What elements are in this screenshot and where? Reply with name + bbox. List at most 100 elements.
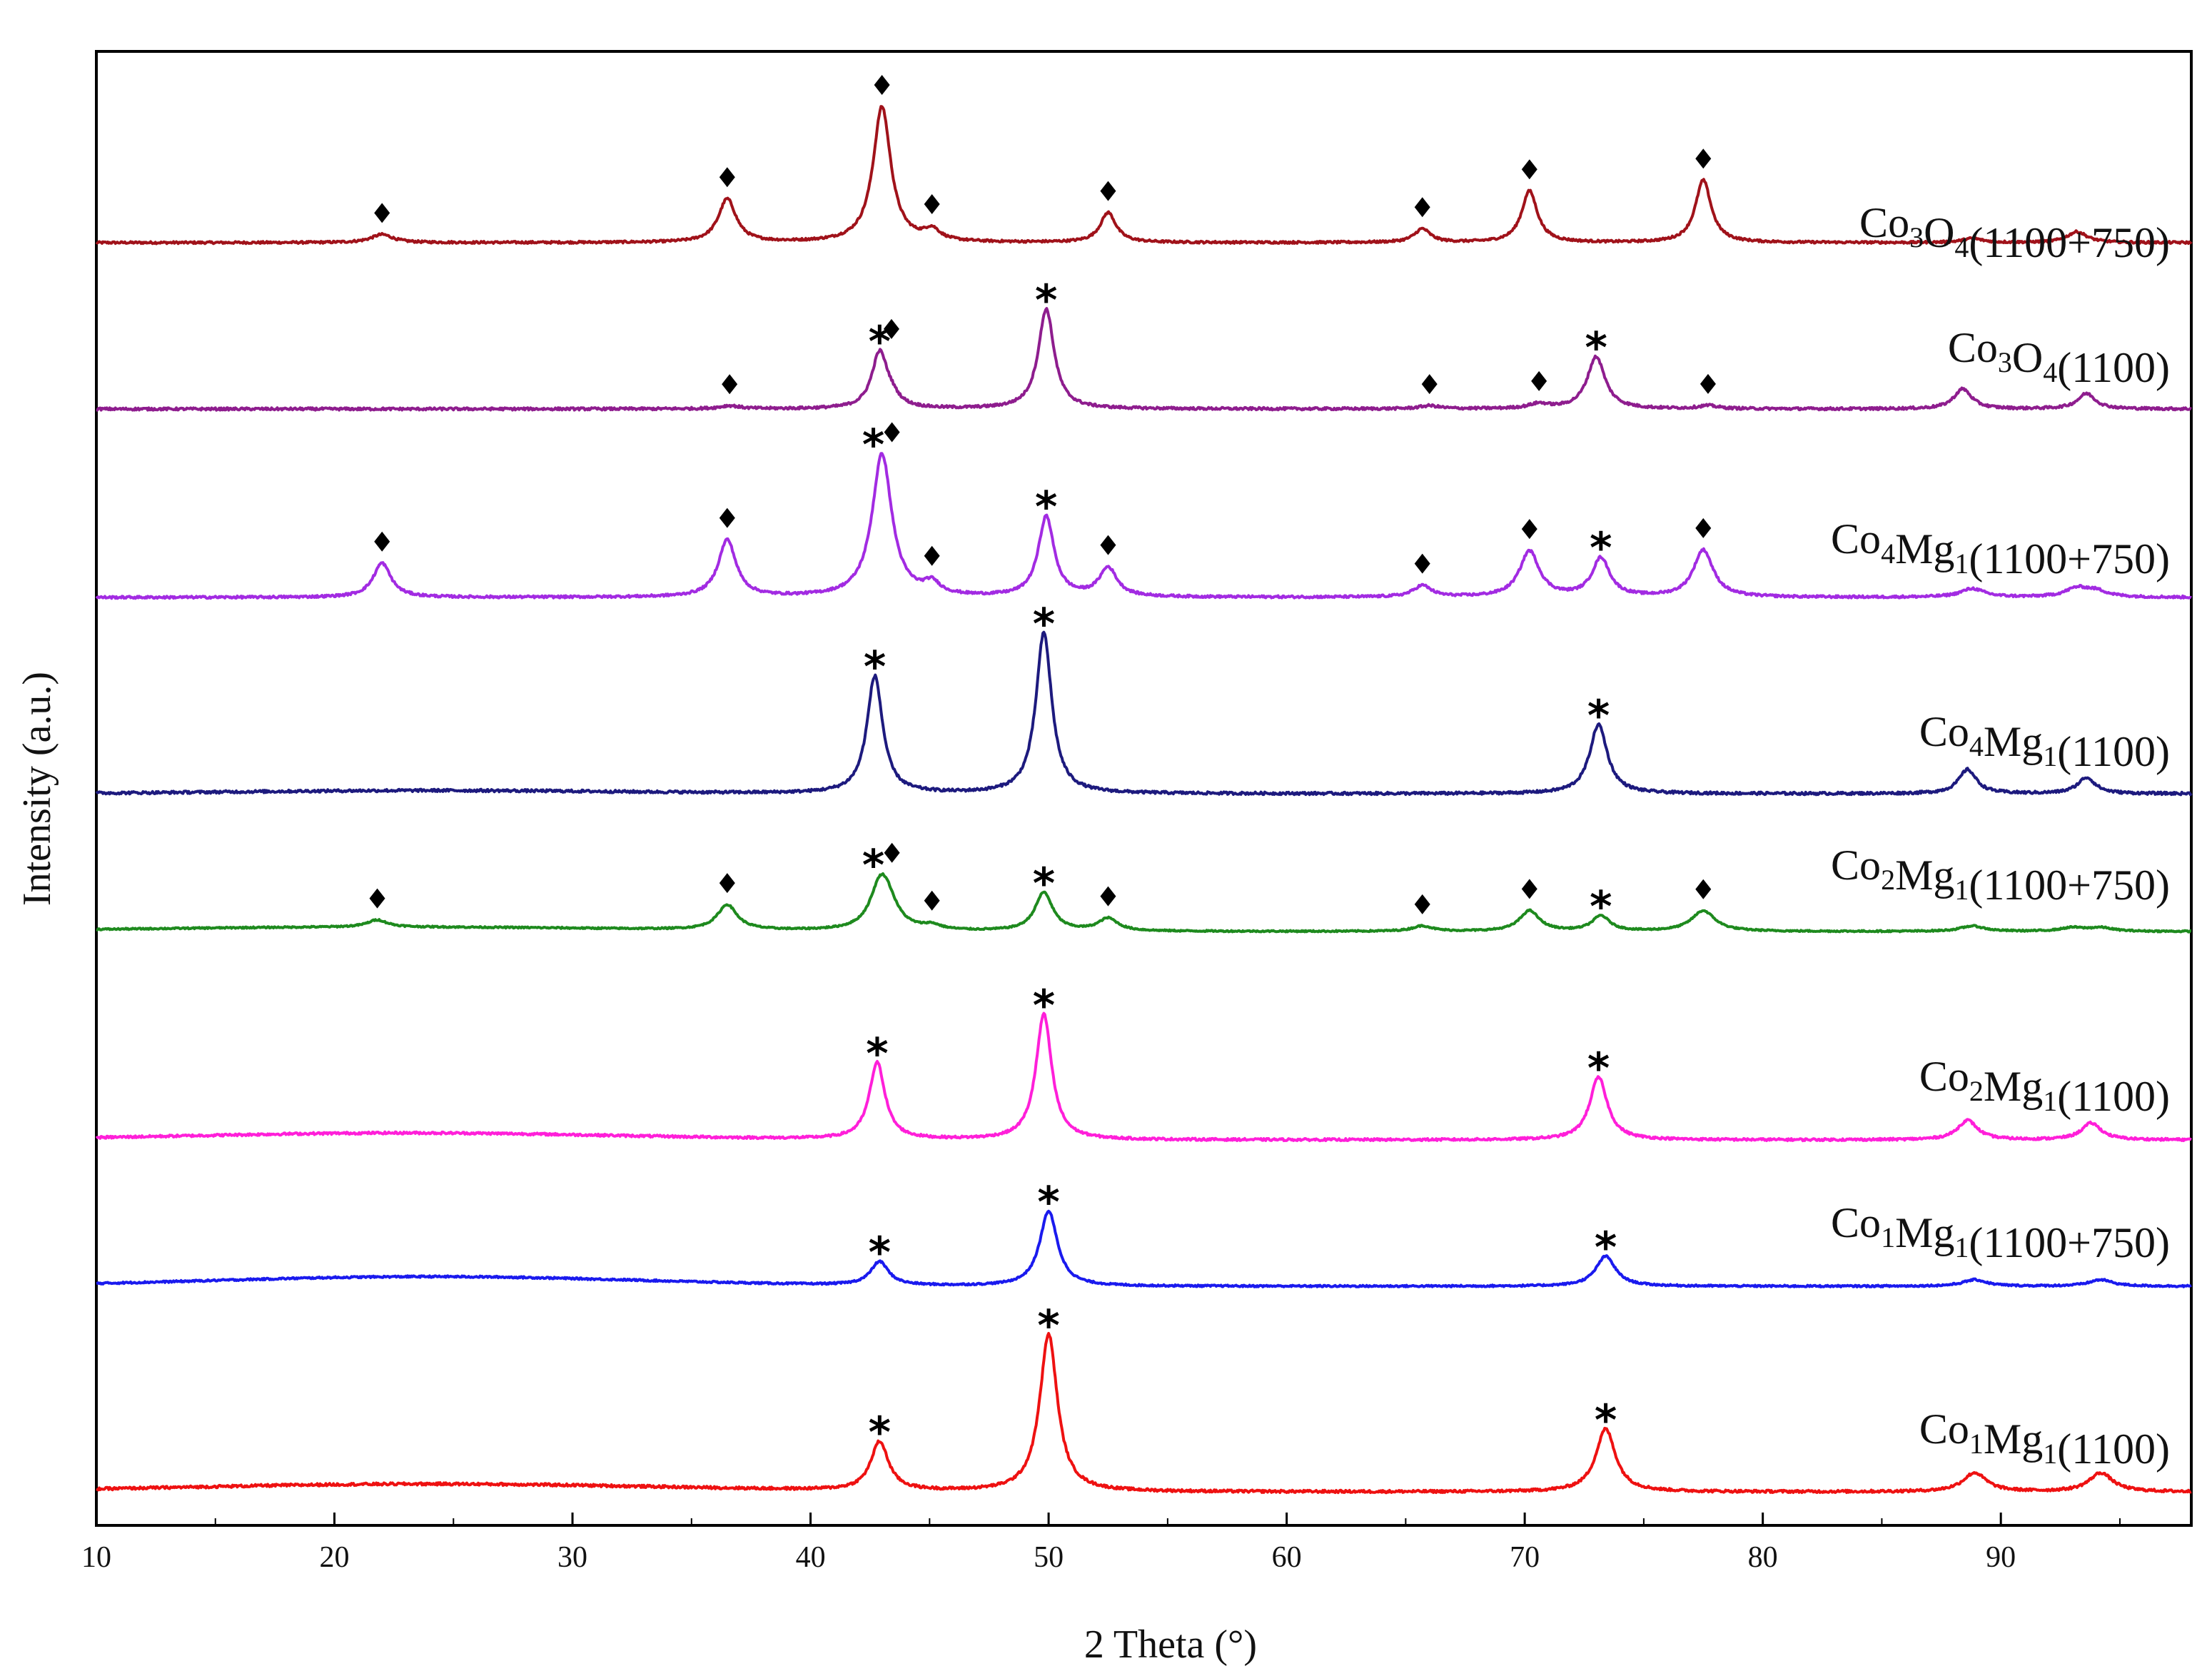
label-subscript: 1 bbox=[1954, 874, 1969, 906]
label-subscript: 2 bbox=[1881, 864, 1895, 896]
star-marker: * bbox=[862, 841, 884, 891]
star-marker: * bbox=[1595, 1395, 1617, 1445]
series-label-group: Co3O4(1100+750)Co3O4(1100)Co4Mg1(1100+75… bbox=[1831, 199, 2170, 1473]
y-axis-title: Intensity (a.u.) bbox=[15, 672, 59, 906]
label-text: (1100) bbox=[2057, 1073, 2170, 1120]
label-text: (1100+750) bbox=[1969, 535, 2170, 582]
x-tick-label: 60 bbox=[1272, 1541, 1302, 1574]
diamond-marker bbox=[883, 318, 899, 339]
x-tick-label: 20 bbox=[320, 1541, 350, 1574]
series-label: Co2Mg1(1100) bbox=[1919, 1053, 2170, 1120]
trace-3 bbox=[95, 630, 2193, 797]
label-text: Co bbox=[1831, 1199, 1881, 1246]
diamond-marker bbox=[874, 75, 890, 96]
label-text: (1100+750) bbox=[1969, 1219, 2170, 1266]
x-axis-title: 2 Theta (°) bbox=[1084, 1622, 1257, 1667]
x-tick-label: 80 bbox=[1748, 1541, 1778, 1574]
star-marker: * bbox=[862, 420, 884, 470]
star-marker: * bbox=[1590, 523, 1612, 573]
diamond-marker bbox=[374, 203, 390, 223]
series-label: Co1Mg1(1100+750) bbox=[1831, 1199, 2170, 1266]
label-text: Co bbox=[1919, 1053, 1969, 1100]
label-subscript: 1 bbox=[1969, 1428, 1984, 1460]
label-text: Mg bbox=[1984, 1415, 2043, 1463]
label-text: (1100) bbox=[2057, 344, 2170, 391]
diamond-marker bbox=[1414, 553, 1430, 574]
label-subscript: 4 bbox=[1969, 730, 1984, 762]
series-label: Co3O4(1100+750) bbox=[1859, 199, 2170, 266]
diamond-marker bbox=[1100, 181, 1116, 201]
diamond-marker bbox=[924, 545, 940, 566]
label-text: Co bbox=[1831, 515, 1881, 562]
label-text: O bbox=[2012, 334, 2043, 381]
series-label: Co3O4(1100) bbox=[1948, 324, 2170, 391]
trace-0 bbox=[95, 105, 2193, 246]
diamond-marker bbox=[374, 531, 390, 552]
series-label: Co2Mg1(1100+750) bbox=[1831, 842, 2170, 909]
trace-6 bbox=[96, 1209, 2192, 1288]
diamond-marker bbox=[1521, 879, 1537, 899]
label-subscript: 1 bbox=[2043, 1085, 2057, 1117]
diamond-marker bbox=[719, 167, 735, 188]
label-subscript: 3 bbox=[1998, 346, 2012, 378]
diamond-marker bbox=[884, 422, 900, 443]
diamond-marker bbox=[924, 193, 940, 214]
label-subscript: 1 bbox=[1881, 1221, 1895, 1253]
label-text: (1100+750) bbox=[1969, 219, 2170, 266]
star-marker: * bbox=[866, 1029, 888, 1079]
diamond-marker bbox=[1100, 535, 1116, 555]
label-text: Co bbox=[1919, 708, 1969, 755]
label-subscript: 1 bbox=[2043, 740, 2057, 772]
label-subscript: 1 bbox=[1954, 1231, 1969, 1263]
x-tick-label: 90 bbox=[1986, 1541, 2016, 1574]
star-marker: * bbox=[1585, 323, 1607, 373]
x-tick-label: 70 bbox=[1510, 1541, 1540, 1574]
diamond-marker bbox=[1414, 197, 1430, 218]
plot-area-frame bbox=[95, 50, 2193, 1527]
diamond-marker bbox=[1695, 518, 1712, 538]
diamond-marker bbox=[1414, 894, 1430, 914]
diamond-marker bbox=[1700, 373, 1716, 394]
diamond-marker bbox=[722, 374, 738, 395]
star-marker: * bbox=[869, 1228, 891, 1278]
trace-5 bbox=[95, 1011, 2192, 1143]
label-text: (1100) bbox=[2057, 1425, 2170, 1473]
star-marker: * bbox=[1033, 981, 1055, 1031]
label-text: Co bbox=[1859, 199, 1909, 246]
diamond-marker bbox=[1421, 374, 1438, 395]
star-marker: * bbox=[864, 642, 886, 692]
series-label: Co4Mg1(1100) bbox=[1919, 708, 2170, 775]
label-text: (1100+750) bbox=[1969, 862, 2170, 909]
label-subscript: 2 bbox=[1969, 1075, 1984, 1107]
label-text: Mg bbox=[1895, 525, 1954, 572]
star-marker: * bbox=[1590, 882, 1612, 932]
x-tick-label: 40 bbox=[796, 1541, 826, 1574]
x-axis: 10 20 30 40 50 60 70 80 90 bbox=[81, 1513, 2121, 1574]
diamond-marker bbox=[719, 873, 735, 894]
x-tick-label: 10 bbox=[81, 1541, 111, 1574]
label-text: (1100) bbox=[2057, 728, 2170, 775]
diamond-marker bbox=[719, 508, 735, 528]
series-label: Co4Mg1(1100+750) bbox=[1831, 515, 2170, 582]
star-marker: * bbox=[1035, 482, 1057, 532]
x-tick-label: 30 bbox=[557, 1541, 587, 1574]
diamond-marker bbox=[1521, 159, 1537, 180]
label-subscript: 3 bbox=[1909, 221, 1924, 253]
star-marker: * bbox=[1033, 599, 1055, 649]
label-text: Co bbox=[1919, 1405, 1969, 1453]
label-text: Mg bbox=[1895, 852, 1954, 899]
series-label: Co1Mg1(1100) bbox=[1919, 1405, 2170, 1473]
diamond-marker bbox=[1100, 886, 1116, 907]
trace-4 bbox=[96, 872, 2192, 934]
peak-marker-group: ********** * ********** bbox=[369, 75, 1716, 1458]
trace-1 bbox=[96, 307, 2192, 412]
label-subscript: 4 bbox=[1881, 537, 1895, 570]
diamond-marker bbox=[369, 888, 385, 909]
star-marker: * bbox=[1037, 1178, 1059, 1228]
diamond-marker bbox=[1531, 370, 1547, 391]
diamond-marker bbox=[1695, 879, 1712, 899]
trace-7 bbox=[96, 1332, 2192, 1495]
label-subscript: 4 bbox=[2043, 356, 2057, 388]
diamond-marker bbox=[1521, 519, 1537, 540]
